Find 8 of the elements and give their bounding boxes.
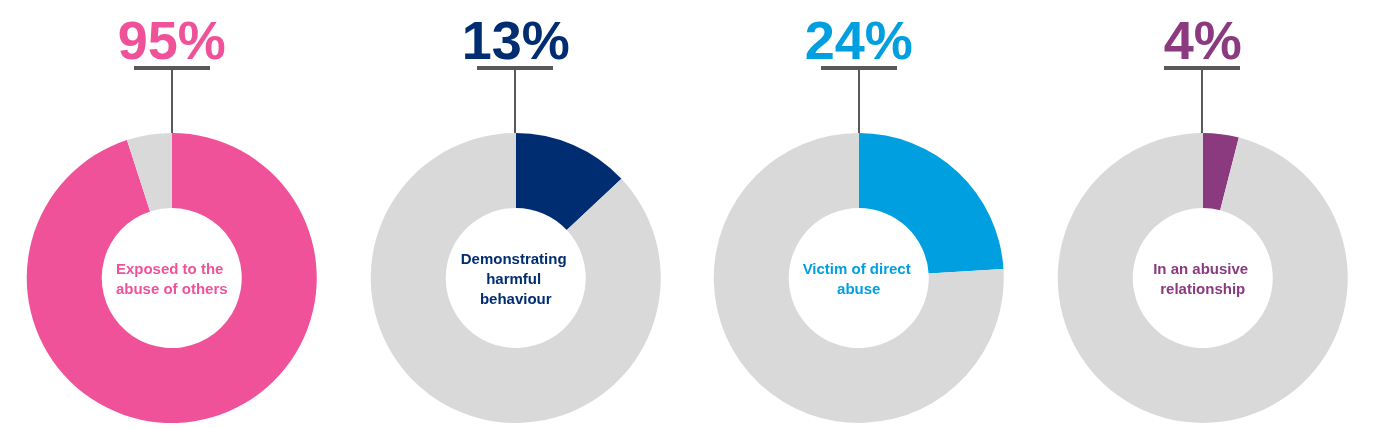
data-label: 4% [1163,10,1242,70]
data-label: 13% [461,10,570,70]
data-label: 24% [804,10,913,70]
text: Exposed to the abuse of others [115,259,228,297]
text: Demonstrating harmful behaviour [460,249,571,307]
text: Victim of direct abuse [802,259,915,297]
data-label: 95% [117,10,226,70]
text: In an abusive relationship [1152,259,1252,297]
